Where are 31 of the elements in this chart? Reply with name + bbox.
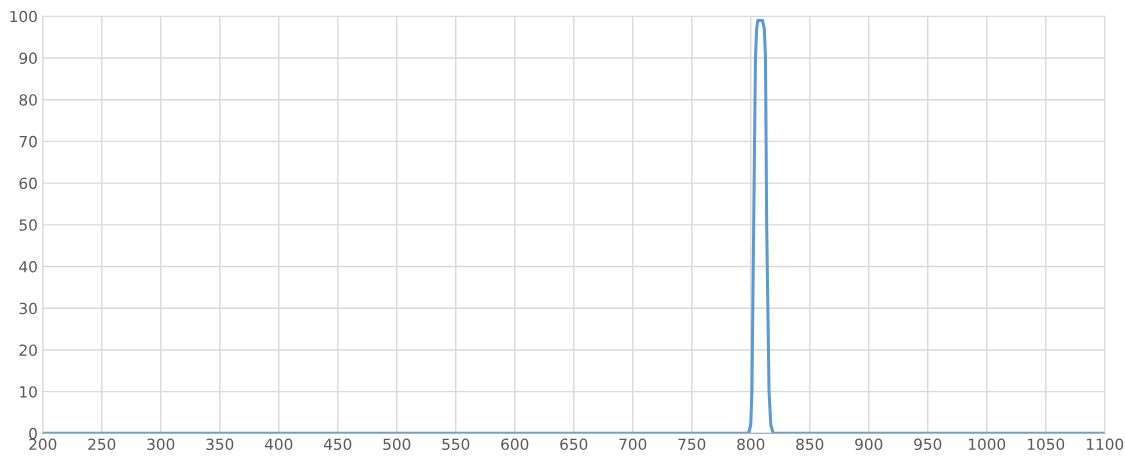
y-tick-label: 60 bbox=[19, 177, 37, 190]
x-tick-label: 800 bbox=[737, 438, 765, 451]
y-tick-label: 50 bbox=[19, 219, 37, 231]
x-tick-label: 1050 bbox=[1027, 438, 1065, 451]
y-tick-label: 90 bbox=[19, 52, 37, 65]
x-tick-label: 550 bbox=[442, 438, 470, 451]
x-tick-label: 900 bbox=[855, 438, 883, 451]
x-tick-label: 500 bbox=[383, 438, 411, 451]
x-tick-label: 700 bbox=[619, 438, 647, 451]
y-tick-label: 10 bbox=[20, 386, 37, 398]
y-tick-label: 80 bbox=[19, 94, 37, 106]
line-series bbox=[42, 18, 1105, 434]
x-tick-label: 1100 bbox=[1086, 438, 1124, 451]
x-tick-label: 450 bbox=[323, 438, 352, 451]
x-tick-label: 400 bbox=[264, 438, 293, 451]
y-tick-label: 40 bbox=[19, 261, 37, 273]
x-tick-label: 600 bbox=[501, 438, 529, 451]
x-tick-label: 250 bbox=[88, 438, 116, 451]
x-tick-label: 950 bbox=[914, 438, 942, 451]
x-tick-label: 850 bbox=[796, 438, 824, 451]
x-tick-label: 300 bbox=[147, 438, 175, 451]
x-tick-label: 650 bbox=[560, 438, 588, 451]
x-tick-label: 350 bbox=[206, 438, 234, 451]
y-tick-label: 30 bbox=[19, 302, 37, 315]
y-tick-label: 70 bbox=[19, 135, 37, 148]
y-tick-label: 20 bbox=[19, 344, 37, 356]
x-tick-label: 750 bbox=[678, 438, 706, 451]
y-tick-label: 0 bbox=[29, 427, 37, 440]
x-tick-label: 200 bbox=[29, 438, 57, 451]
y-tick-label: 100 bbox=[10, 10, 37, 23]
x-tick-label: 1000 bbox=[968, 438, 1006, 451]
